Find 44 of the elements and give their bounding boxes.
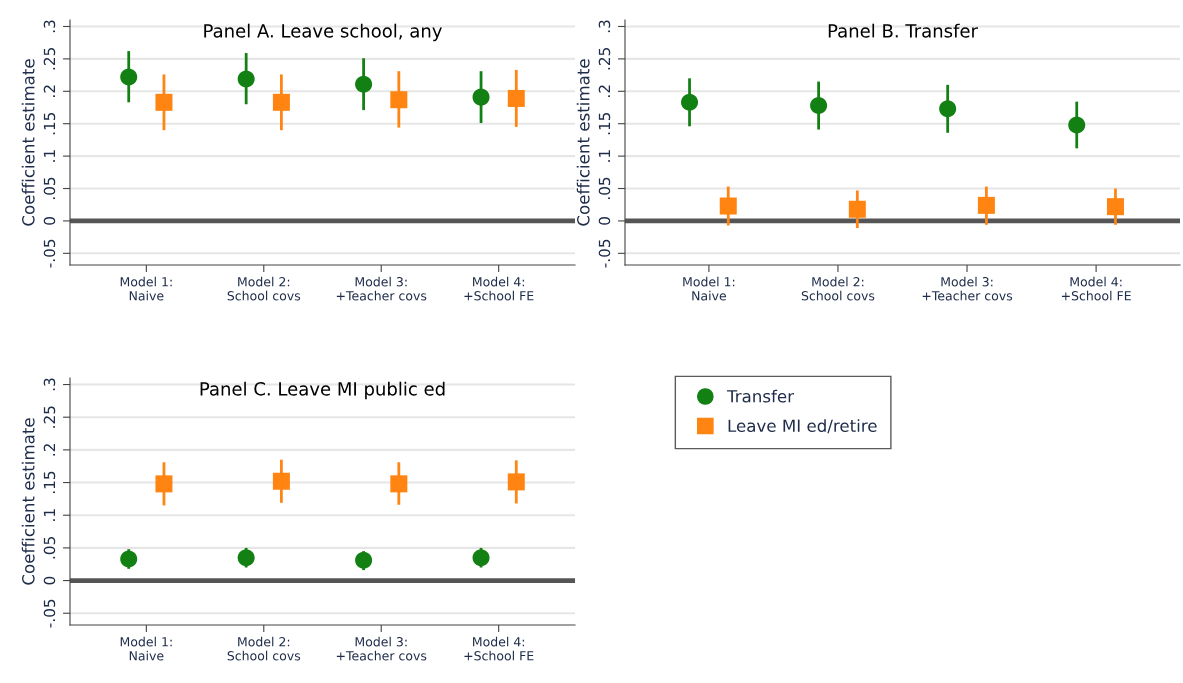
y-tick-label: .05: [43, 537, 56, 559]
y-tick-label: .1: [43, 150, 56, 162]
y-tick-label: .05: [43, 177, 56, 200]
legend-label: Transfer: [726, 389, 795, 403]
y-tick-label: .15: [43, 112, 56, 135]
y-tick-label: 0: [43, 576, 56, 585]
x-tick-label: Model 1: Naive: [120, 276, 172, 301]
y-tick-label: .15: [43, 471, 56, 494]
y-tick-label: .25: [43, 406, 56, 428]
y-tick-label: -.05: [598, 239, 611, 268]
y-tick-label: -.05: [43, 599, 56, 628]
x-tick-label: Model 4: +School FE: [464, 276, 534, 301]
x-tick-label: Model 2: School covs: [227, 636, 301, 661]
y-tick-label: 0: [598, 217, 611, 225]
y-tick-label: .1: [43, 509, 56, 521]
x-tick-label: Model 2: School covs: [801, 276, 875, 301]
y-tick-label: -.05: [43, 239, 56, 268]
x-tick-label: Model 1: Naive: [683, 276, 735, 301]
legend-label: Leave MI ed/retire: [728, 419, 877, 434]
y-tick-label: .2: [43, 85, 56, 97]
y-tick-label: .25: [598, 48, 611, 70]
x-tick-label: Model 4: +School FE: [464, 636, 534, 661]
chart-title: Panel C. Leave MI public ed: [200, 381, 445, 400]
y-tick-label: .05: [598, 177, 611, 200]
y-tick-label: .3: [43, 378, 56, 391]
chart-title: Panel B. Transfer: [828, 23, 978, 38]
y-tick-label: .2: [598, 85, 611, 97]
x-tick-label: Model 3: +Teacher covs: [336, 276, 427, 301]
chart-title: Panel A. Leave school, any: [204, 23, 442, 42]
x-tick-label: Model 3: +Teacher covs: [922, 276, 1013, 301]
x-tick-label: Model 2: School covs: [227, 276, 301, 301]
x-tick-label: Model 4: +School FE: [1061, 276, 1131, 301]
y-axis-title: Coefficient estimate: [576, 59, 590, 226]
y-axis-title: Coefficient estimate: [21, 59, 35, 226]
y-tick-label: .15: [598, 112, 611, 135]
x-tick-label: Model 3: +Teacher covs: [336, 636, 427, 661]
y-tick-label: .3: [43, 20, 56, 33]
y-tick-label: .1: [598, 150, 611, 162]
y-tick-label: .3: [598, 20, 611, 33]
y-tick-label: 0: [43, 217, 56, 225]
y-axis-title: Coefficient estimate: [21, 418, 35, 585]
x-tick-label: Model 1: Naive: [120, 636, 172, 661]
y-tick-label: .25: [43, 48, 56, 70]
y-tick-label: .2: [43, 444, 56, 456]
